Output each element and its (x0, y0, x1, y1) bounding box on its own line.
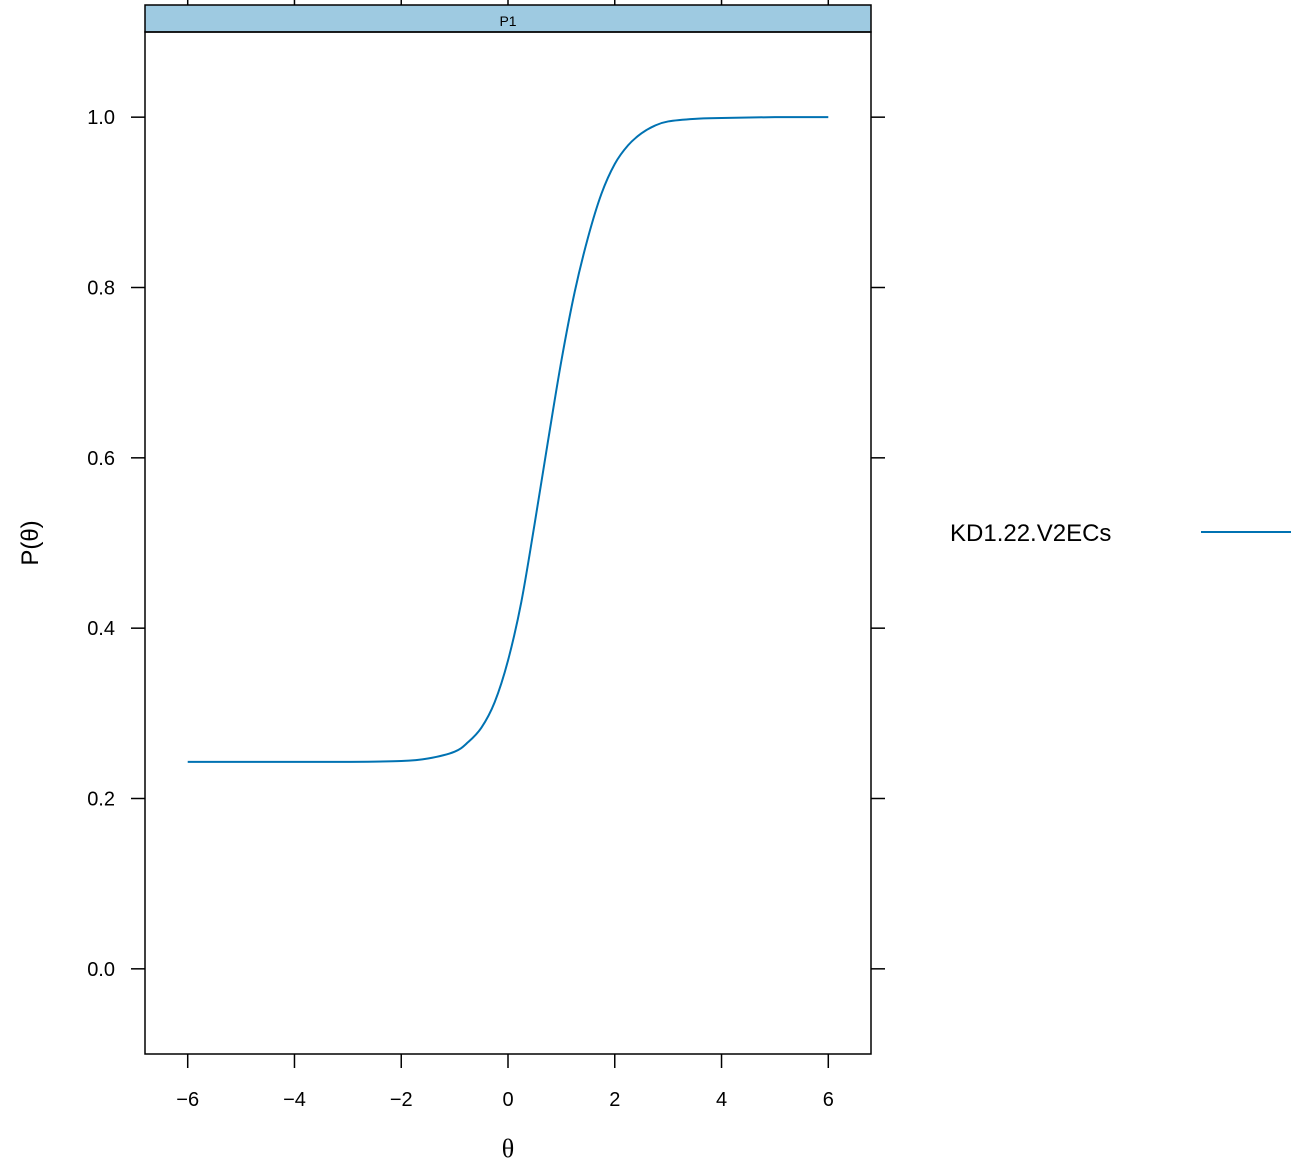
y-tick-label: 0.4 (87, 618, 115, 640)
panel-strip (144, 4, 872, 33)
x-tick-label: 2 (609, 1089, 620, 1111)
x-tick-label: 6 (823, 1089, 834, 1111)
x-tick-label: 0 (502, 1089, 513, 1111)
y-tick-label: 0.2 (87, 789, 115, 811)
y-tick-label: 1.0 (87, 107, 115, 129)
x-tick-label: −6 (176, 1089, 199, 1111)
y-tick-label: 0.0 (87, 959, 115, 981)
x-tick-label: −4 (283, 1089, 306, 1111)
legend-label: KD1.22.V2ECs (950, 520, 1111, 547)
x-tick-label: 4 (716, 1089, 727, 1111)
panel-strip-label: P1 (499, 13, 516, 29)
y-tick-label: 0.8 (87, 278, 115, 300)
y-axis-title: P(θ) (17, 520, 44, 565)
x-axis-title: θ (502, 1134, 514, 1163)
y-tick-label: 0.6 (87, 448, 115, 470)
series-line-0 (187, 116, 829, 763)
x-tick-label: −2 (390, 1089, 413, 1111)
plot-frame (144, 31, 872, 1055)
